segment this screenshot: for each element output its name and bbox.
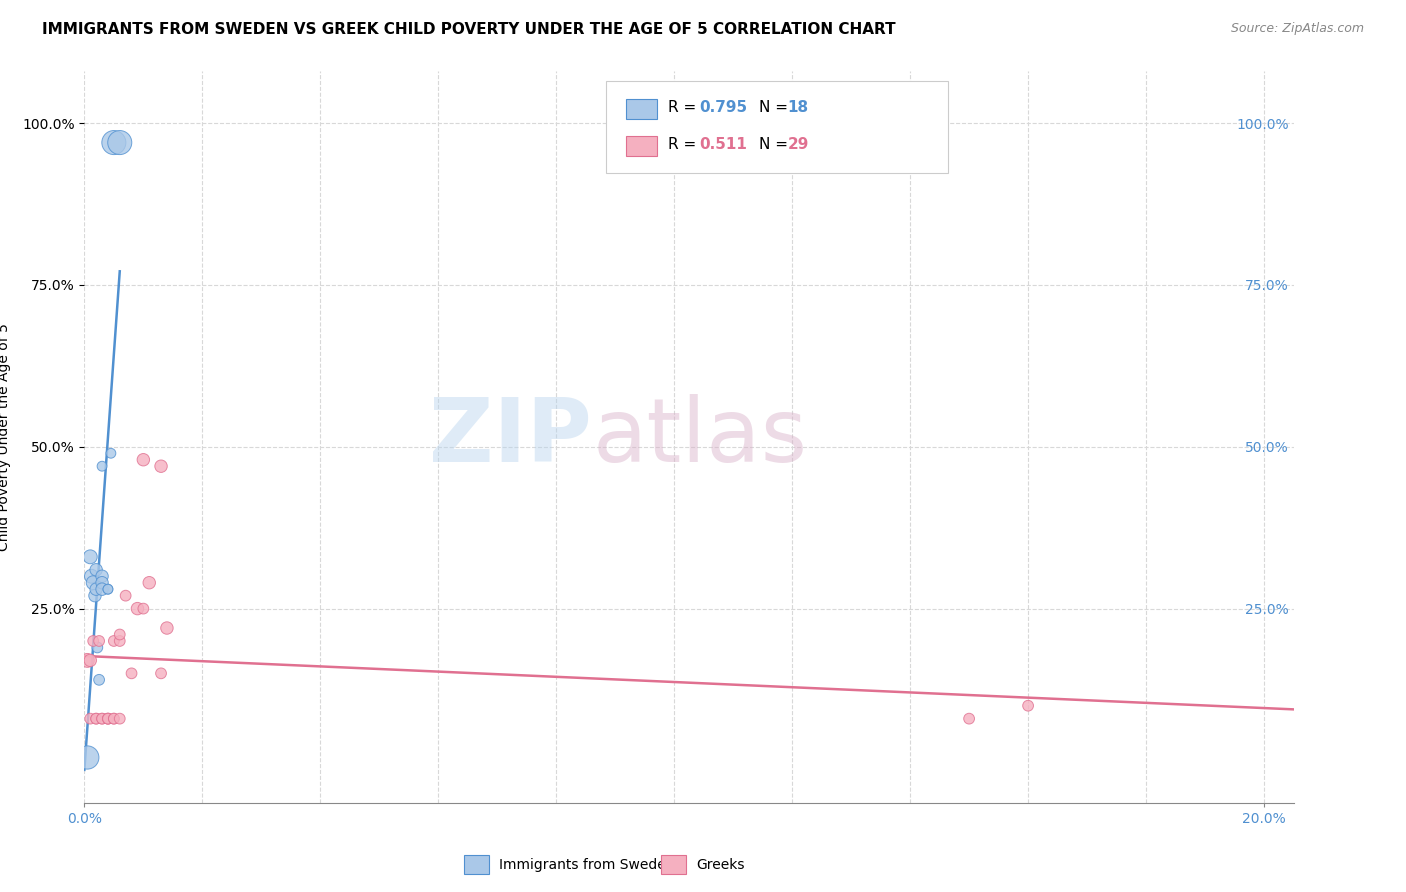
Text: R =: R = <box>668 100 702 114</box>
Point <box>86 640 108 655</box>
Point <box>91 712 114 726</box>
Text: 0.511: 0.511 <box>699 137 747 152</box>
Point <box>103 136 125 150</box>
Point <box>108 136 131 150</box>
Point <box>121 666 143 681</box>
Text: N =: N = <box>759 100 793 114</box>
Point <box>957 712 980 726</box>
Text: Greeks: Greeks <box>696 858 744 872</box>
Point <box>91 712 114 726</box>
Point <box>138 575 160 590</box>
Point <box>87 634 110 648</box>
Text: R =: R = <box>668 137 706 152</box>
Point <box>100 446 122 460</box>
Point <box>84 589 107 603</box>
Point <box>79 549 101 564</box>
Point <box>97 582 120 597</box>
Point <box>97 712 120 726</box>
Point <box>156 621 179 635</box>
Point <box>82 634 104 648</box>
Point <box>132 601 155 615</box>
Point <box>76 750 98 764</box>
Point <box>79 712 101 726</box>
Point <box>84 712 107 726</box>
Point <box>150 459 173 474</box>
Point <box>108 627 131 641</box>
Point <box>91 575 114 590</box>
Point <box>108 712 131 726</box>
Point <box>79 653 101 667</box>
Point <box>103 634 125 648</box>
Point <box>1017 698 1039 713</box>
Point <box>91 582 114 597</box>
Point <box>103 712 125 726</box>
Point <box>103 712 125 726</box>
Point <box>114 589 136 603</box>
Text: N =: N = <box>759 137 793 152</box>
Point <box>108 634 131 648</box>
Text: IMMIGRANTS FROM SWEDEN VS GREEK CHILD POVERTY UNDER THE AGE OF 5 CORRELATION CHA: IMMIGRANTS FROM SWEDEN VS GREEK CHILD PO… <box>42 22 896 37</box>
Point <box>150 666 173 681</box>
Point <box>84 563 107 577</box>
Text: 0.795: 0.795 <box>699 100 747 114</box>
Text: atlas: atlas <box>592 393 807 481</box>
Point <box>82 575 104 590</box>
Text: ZIP: ZIP <box>429 393 592 481</box>
Point <box>127 601 149 615</box>
Point <box>132 452 155 467</box>
Point <box>84 582 107 597</box>
Point <box>91 569 114 583</box>
Text: 18: 18 <box>787 100 808 114</box>
Point <box>87 673 110 687</box>
Text: Immigrants from Sweden: Immigrants from Sweden <box>499 858 675 872</box>
Text: Source: ZipAtlas.com: Source: ZipAtlas.com <box>1230 22 1364 36</box>
Y-axis label: Child Poverty Under the Age of 5: Child Poverty Under the Age of 5 <box>0 323 11 551</box>
Point <box>97 582 120 597</box>
Point <box>97 712 120 726</box>
Point <box>80 569 103 583</box>
Point <box>97 712 120 726</box>
Point <box>76 653 98 667</box>
Point <box>84 712 107 726</box>
Point <box>91 459 114 474</box>
Text: 29: 29 <box>787 137 808 152</box>
